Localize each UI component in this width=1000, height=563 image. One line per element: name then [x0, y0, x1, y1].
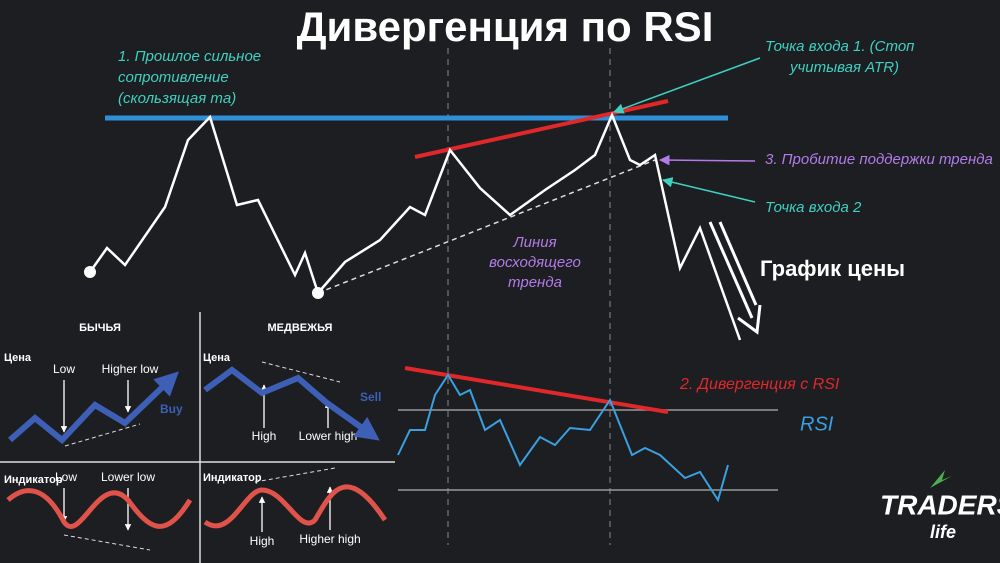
bear-price-line	[203, 366, 380, 441]
logo-mark	[930, 470, 952, 488]
annotation-arrow	[658, 154, 756, 166]
price-divergence-line	[414, 99, 669, 159]
point-label: Higher high	[299, 532, 360, 546]
signal-label: Buy	[160, 402, 183, 416]
rsi-label: RSI	[800, 413, 834, 435]
down-arrows	[708, 221, 762, 335]
note-line: (скользящая ma)	[118, 90, 236, 107]
row-label: Индикатор	[203, 472, 262, 484]
annotation-arrow	[613, 57, 761, 114]
logo-brand: TRADERS	[880, 489, 1000, 520]
bull-indicator	[6, 488, 193, 529]
trend-label: восходящего	[489, 254, 581, 271]
note-line: сопротивление	[118, 69, 229, 86]
bull-price-line	[8, 371, 179, 445]
bear-indicator	[203, 484, 388, 529]
rsi-divergence-note: 2. Дивергенция с RSI	[679, 376, 840, 393]
trend-label: тренда	[508, 274, 562, 291]
entry-2-note: Точка входа 2	[765, 199, 862, 216]
point-label: Low	[55, 470, 77, 484]
signal-label: Sell	[360, 390, 381, 404]
rsi-line	[397, 373, 729, 503]
title: Дивергенция по RSI	[297, 3, 714, 50]
point-label: Higher low	[102, 362, 159, 376]
low-point	[84, 266, 96, 278]
trend-break-note: 3. Пробитие поддержки тренда	[765, 151, 993, 168]
bull-indicator-trend	[63, 534, 151, 551]
point-label: High	[252, 429, 277, 443]
row-label: Цена	[4, 352, 32, 364]
bull-support	[64, 423, 141, 447]
note-line: учитывая ATR)	[789, 59, 899, 76]
row-label: Индикатор	[4, 474, 63, 486]
note-line: Точка входа 1. (Стоп	[765, 38, 914, 55]
logo-sub: life	[930, 522, 956, 542]
trend-label: Линия	[512, 234, 556, 251]
note-line: 1. Прошлое сильное	[118, 48, 261, 65]
point-label: Lower high	[299, 429, 358, 443]
point-label: High	[250, 534, 275, 548]
annotation-arrow	[661, 177, 756, 203]
price-chart-label: График цены	[760, 256, 905, 281]
row-label: Цена	[203, 352, 231, 364]
panel-title: МЕДВЕЖЬЯ	[268, 322, 333, 334]
panel-title: БЫЧЬЯ	[79, 322, 121, 334]
resistance-note: 1. Прошлое сильное сопротивление (скольз…	[118, 48, 261, 107]
price-line	[88, 111, 742, 341]
point-label: Low	[53, 362, 75, 376]
trend-line	[317, 159, 656, 294]
low-point	[312, 287, 324, 299]
point-label: Lower low	[101, 470, 155, 484]
